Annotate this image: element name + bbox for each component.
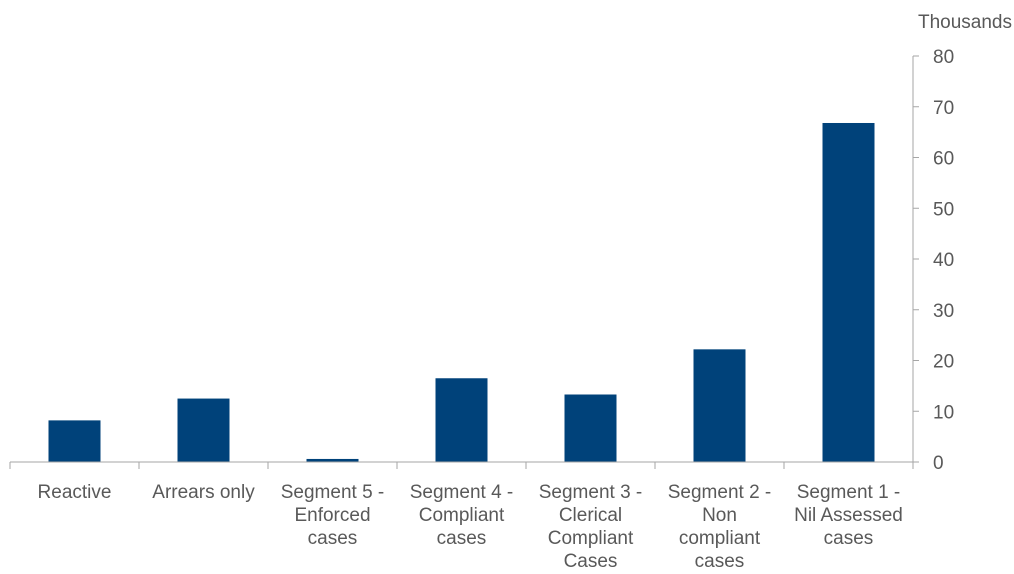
y-tick-label: 80 bbox=[933, 47, 954, 68]
y-tick-label: 20 bbox=[933, 352, 954, 373]
bar-6 bbox=[693, 349, 746, 462]
y-tick-label: 10 bbox=[933, 402, 954, 423]
category-label: Reactive bbox=[38, 482, 112, 503]
y-axis: 0 10 20 30 40 50 60 70 80 bbox=[912, 47, 954, 474]
category-label: Segment 3 -Clerical Compliant Cases bbox=[539, 482, 643, 572]
category-label: Segment 1 -Nil Assessed cases bbox=[794, 482, 903, 549]
category-label: Segment 5 -Enforced cases bbox=[281, 482, 385, 549]
category-label: Segment 2 -Non compliant cases bbox=[668, 482, 772, 572]
bar-4 bbox=[435, 378, 488, 462]
bar-2 bbox=[177, 398, 230, 462]
y-axis-units-label: Thousands bbox=[918, 12, 1012, 33]
category-labels: Reactive Arrears only Segment 5 -Enforced c… bbox=[38, 482, 903, 572]
y-tick-label: 70 bbox=[933, 98, 954, 119]
y-tick-label: 30 bbox=[933, 301, 954, 322]
bar-1 bbox=[48, 420, 101, 462]
x-axis bbox=[9, 461, 914, 469]
y-tick-label: 60 bbox=[933, 149, 954, 170]
bar-3 bbox=[306, 458, 359, 462]
y-tick-label: 0 bbox=[933, 453, 944, 474]
y-tick-label: 40 bbox=[933, 250, 954, 271]
bar-5 bbox=[564, 394, 617, 462]
y-tick-label: 50 bbox=[933, 199, 954, 220]
category-label: Segment 4 -Compliant cases bbox=[410, 482, 514, 549]
category-label: Arrears only bbox=[152, 482, 255, 503]
bar-7 bbox=[822, 122, 875, 463]
bars-group bbox=[48, 122, 875, 463]
